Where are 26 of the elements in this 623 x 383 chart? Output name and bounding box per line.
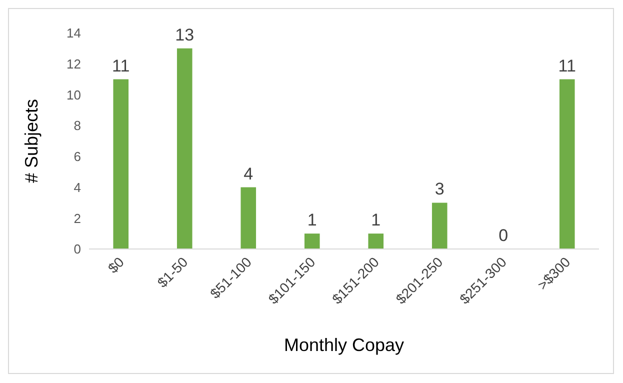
data-label: 13 [175,25,194,44]
x-axis-title: Monthly Copay [284,335,404,355]
data-label: 11 [558,56,576,76]
bar [368,234,384,249]
bar [304,234,320,249]
bar [113,79,129,249]
y-tick-label: 14 [66,26,81,41]
y-tick-label: 4 [74,180,81,195]
data-label: 0 [498,226,508,245]
y-axis-title: # Subjects [21,98,42,184]
y-tick-label: 0 [74,242,81,257]
data-label: 4 [244,164,254,184]
data-label: 11 [112,56,130,76]
y-tick-label: 6 [74,149,81,164]
bar [176,48,192,249]
x-tick-label: $0 [104,254,128,276]
data-label: 3 [434,180,444,199]
bar [432,202,448,249]
y-tick-label: 8 [74,118,81,134]
data-label: 1 [307,210,317,230]
y-tick-label: 10 [66,87,81,102]
y-tick-label: 2 [74,210,81,226]
bar [240,187,256,249]
bar [559,79,575,249]
data-label: 1 [371,210,381,230]
y-tick-label: 12 [66,56,81,72]
